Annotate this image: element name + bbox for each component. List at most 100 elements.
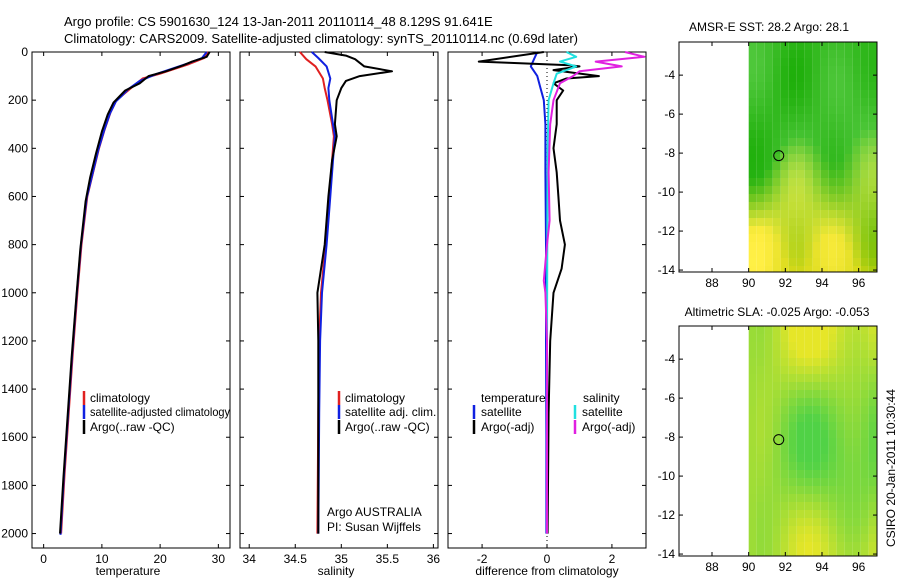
map-cell xyxy=(860,342,869,350)
map-cell xyxy=(780,130,789,138)
map-cell xyxy=(788,398,797,406)
map-cell xyxy=(868,74,877,82)
map-cell xyxy=(772,478,781,486)
map-cell xyxy=(820,242,829,250)
map-cell xyxy=(860,494,869,502)
map-cell xyxy=(860,478,869,486)
map-cell xyxy=(804,154,813,162)
map-cell xyxy=(804,162,813,170)
map-cell xyxy=(788,146,797,154)
map-cell xyxy=(868,58,877,66)
map-cell xyxy=(780,446,789,454)
map-cell xyxy=(852,462,861,470)
map-cell xyxy=(796,98,805,106)
map-cell xyxy=(844,502,853,510)
map-cell xyxy=(844,106,853,114)
map-cell xyxy=(868,42,877,50)
map-cell xyxy=(756,350,765,358)
map-cell xyxy=(828,430,837,438)
map-cell xyxy=(852,178,861,186)
map-cell xyxy=(756,266,765,272)
map-cell xyxy=(804,266,813,272)
map-cell xyxy=(796,542,805,550)
map-cell xyxy=(868,390,877,398)
map-cell xyxy=(836,398,845,406)
map-cell xyxy=(796,210,805,218)
map-cell xyxy=(868,478,877,486)
map-cell xyxy=(860,534,869,542)
map-cell xyxy=(772,202,781,210)
map-cell xyxy=(868,454,877,462)
map-cell xyxy=(780,454,789,462)
map-cell xyxy=(844,58,853,66)
map-cell xyxy=(804,234,813,242)
map-cell xyxy=(852,438,861,446)
map-cell xyxy=(828,194,837,202)
map-cell xyxy=(796,202,805,210)
map-cell xyxy=(796,154,805,162)
map-cell xyxy=(772,82,781,90)
map-cell xyxy=(836,510,845,518)
map-cell xyxy=(820,390,829,398)
map-cell xyxy=(748,374,757,382)
map-cell xyxy=(812,42,821,50)
map-cell xyxy=(748,390,757,398)
map-cell xyxy=(748,486,757,494)
map-cell xyxy=(836,518,845,526)
map-cell xyxy=(804,114,813,122)
map-cell xyxy=(820,250,829,258)
map-cell xyxy=(820,154,829,162)
map-cell xyxy=(868,486,877,494)
map-cell xyxy=(788,202,797,210)
map-cell xyxy=(820,406,829,414)
map-cell xyxy=(764,66,773,74)
map-cell xyxy=(812,122,821,130)
map-cell xyxy=(852,122,861,130)
map-cell xyxy=(804,326,813,334)
map-cell xyxy=(828,486,837,494)
map-cell xyxy=(748,186,757,194)
map-cell xyxy=(828,58,837,66)
map-cell xyxy=(764,486,773,494)
map-cell xyxy=(788,170,797,178)
map-cell xyxy=(820,146,829,154)
y-tick-label: -10 xyxy=(658,185,676,199)
map-cell xyxy=(772,130,781,138)
map-cell xyxy=(772,526,781,534)
map-cell xyxy=(868,518,877,526)
series-line-argo-raw-qc xyxy=(59,51,211,534)
map-cell xyxy=(828,542,837,550)
map-cell xyxy=(860,146,869,154)
map-cell xyxy=(748,342,757,350)
map-cell xyxy=(868,510,877,518)
map-cell xyxy=(756,146,765,154)
map-cell xyxy=(756,398,765,406)
title-line1: Argo profile: CS 5901630_124 13-Jan-2011… xyxy=(64,14,493,29)
map-cell xyxy=(868,218,877,226)
map-cell xyxy=(772,454,781,462)
map-cell xyxy=(828,162,837,170)
map-cell xyxy=(780,430,789,438)
map-cell xyxy=(860,470,869,478)
map-cell xyxy=(860,210,869,218)
map-cell xyxy=(844,258,853,266)
y-tick-label: 400 xyxy=(8,141,28,155)
map-cell xyxy=(844,130,853,138)
y-tick-label: 1000 xyxy=(1,286,28,300)
map-cell xyxy=(764,250,773,258)
map-cell xyxy=(796,478,805,486)
map-cell xyxy=(788,342,797,350)
map-cell xyxy=(852,382,861,390)
map-cell xyxy=(748,258,757,266)
salinity-legend: climatology satellite adj. clim. Argo(..… xyxy=(337,391,436,434)
map-cell xyxy=(780,470,789,478)
map-cell xyxy=(796,534,805,542)
series-line-climatology xyxy=(60,51,210,534)
map-cell xyxy=(788,502,797,510)
map-cell xyxy=(828,218,837,226)
map-cell xyxy=(860,250,869,258)
map-cell xyxy=(844,358,853,366)
map-cell xyxy=(788,98,797,106)
map-cell xyxy=(844,526,853,534)
map-cell xyxy=(844,454,853,462)
